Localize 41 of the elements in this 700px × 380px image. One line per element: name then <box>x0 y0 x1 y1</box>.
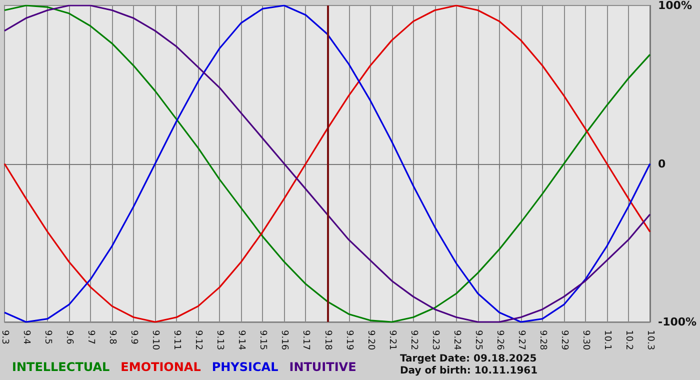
x-tick-label: 9.27 <box>516 330 526 350</box>
x-tick-label: 9.30 <box>580 330 590 350</box>
text: INTUITIVE <box>289 360 356 374</box>
x-tick-label: 10.3 <box>645 330 655 350</box>
x-tick-label: 9.14 <box>236 330 246 350</box>
line-series <box>4 4 651 323</box>
x-tick-label: 9.29 <box>558 330 569 350</box>
y-tick-label: -100% <box>658 316 697 328</box>
y-tick-label: 0 <box>658 157 666 170</box>
x-tick-label: 9.28 <box>537 330 548 350</box>
x-tick-label: 9.26 <box>494 330 504 350</box>
x-tick-label: 9.18 <box>322 330 332 350</box>
x-tick-label: 9.5 <box>42 330 53 344</box>
text: Target Date: 09.18.2025 <box>400 354 537 364</box>
x-tick-label: 9.20 <box>365 330 376 350</box>
x-tick-label: 9.11 <box>172 330 182 350</box>
x-tick-label: 9.15 <box>258 330 268 350</box>
x-tick-label: 9.8 <box>107 330 118 345</box>
x-tick-label: 9.19 <box>344 330 354 350</box>
x-tick-label: 9.21 <box>386 330 397 350</box>
x-tick-label: 9.12 <box>193 330 204 350</box>
x-tick-label: 9.10 <box>150 330 160 350</box>
text: PHYSICAL <box>212 360 279 374</box>
x-tick-label: 9.9 <box>128 330 139 345</box>
x-tick-label: 10.2 <box>623 330 634 350</box>
x-tick-label: 9.22 <box>408 330 418 350</box>
x-tick-label: 9.13 <box>214 330 225 350</box>
x-tick-label: 9.7 <box>86 330 96 344</box>
x-tick-label: 9.16 <box>279 330 290 350</box>
text: INTELLECTUAL <box>12 360 110 374</box>
text: Day of birth: 10.11.1961 <box>400 366 538 376</box>
x-tick-label: 9.17 <box>300 330 311 350</box>
x-tick-label: 9.23 <box>430 330 440 350</box>
x-tick-label: 9.4 <box>21 330 32 345</box>
y-tick-label: 100% <box>658 0 692 12</box>
x-tick-label: 9.24 <box>451 330 462 350</box>
x-tick-label: 9.25 <box>472 330 483 350</box>
x-tick-label: 10.1 <box>602 330 612 350</box>
x-tick-label: 9.3 <box>0 330 10 344</box>
text: EMOTIONAL <box>120 360 202 374</box>
x-tick-label: 9.6 <box>64 330 74 345</box>
